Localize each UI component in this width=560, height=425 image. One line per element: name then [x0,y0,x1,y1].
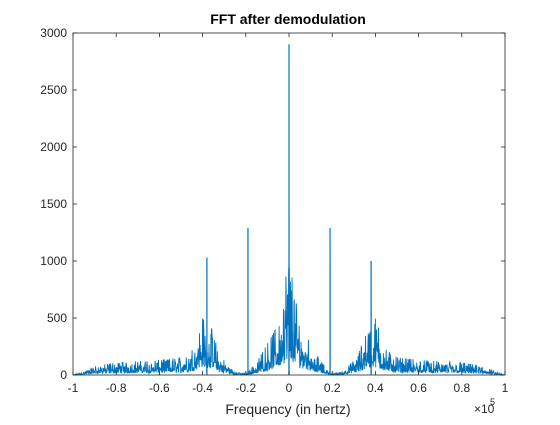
x-axis-label: Frequency (in hertz) [225,401,350,417]
x-tick-label: 0.8 [453,381,470,395]
y-tick-label: 500 [47,311,67,325]
x-exponent-power: 5 [490,397,495,407]
x-tick-label: -0.8 [106,381,127,395]
y-tick-label: 1500 [40,197,67,211]
x-tick-label: -1 [68,381,79,395]
x-tick-label: 0 [286,381,293,395]
y-tick-label: 1000 [40,254,67,268]
y-tick-label: 0 [60,368,67,382]
x-tick-label: 1 [502,381,509,395]
x-tick-label: 0.2 [324,381,341,395]
y-tick-label: 2500 [40,83,67,97]
y-tick-label: 2000 [40,140,67,154]
x-tick-label: -0.6 [149,381,170,395]
x-tick-label: 0.6 [410,381,427,395]
x-tick-label: -0.2 [235,381,256,395]
x-tick-label: -0.4 [192,381,213,395]
y-tick-label: 3000 [40,26,67,40]
chart-title: FFT after demodulation [210,11,366,27]
x-tick-label: 0.4 [367,381,384,395]
